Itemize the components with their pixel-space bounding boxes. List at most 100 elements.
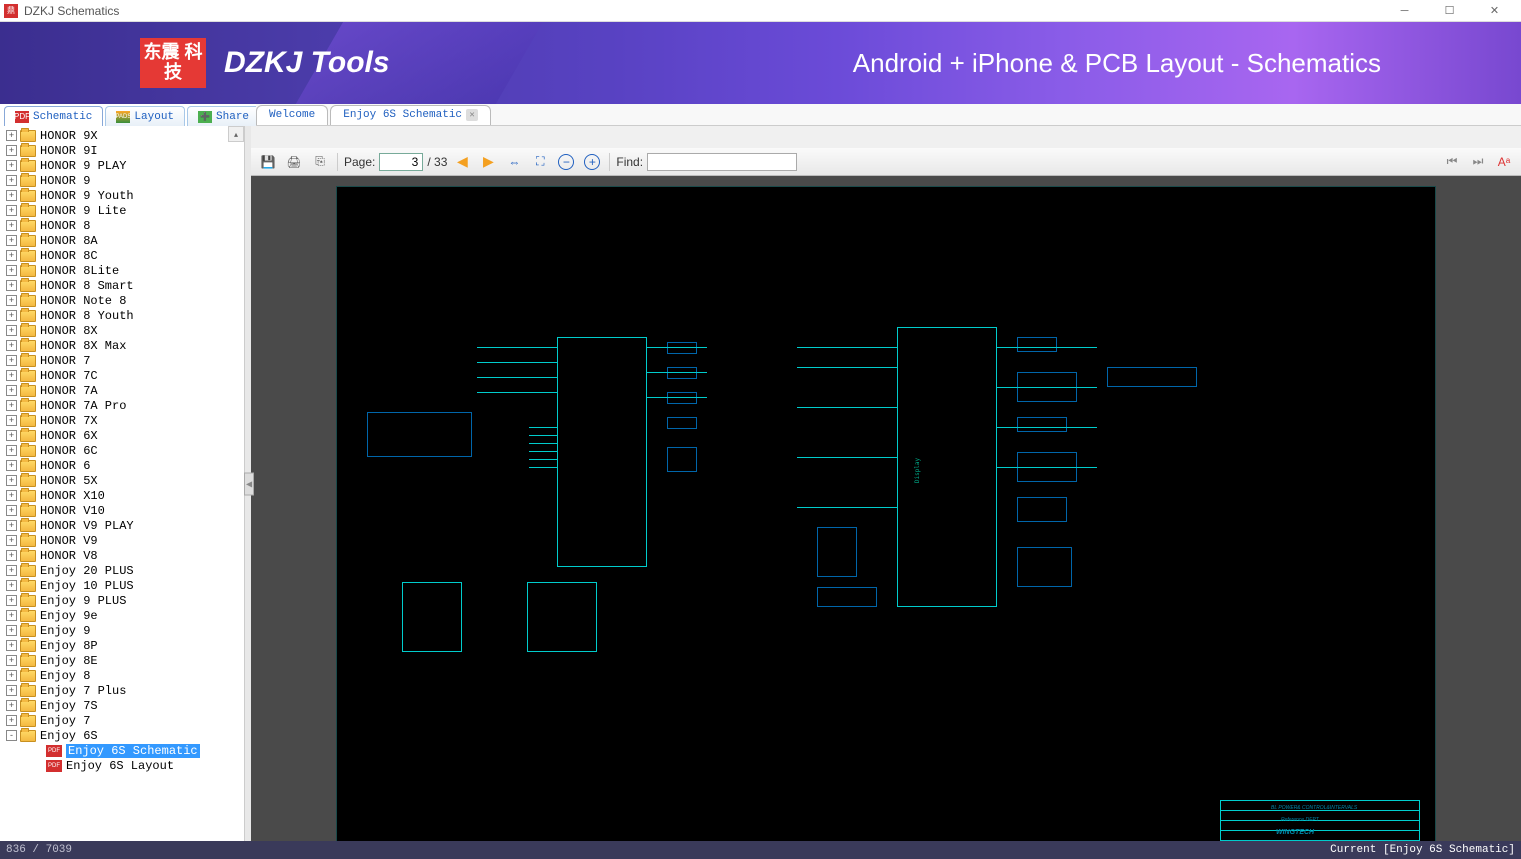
- tree-item[interactable]: +HONOR 8 Smart: [0, 278, 244, 293]
- tree-item[interactable]: +HONOR V10: [0, 503, 244, 518]
- zoom-out-button[interactable]: −: [555, 151, 577, 173]
- expand-icon[interactable]: +: [6, 280, 17, 291]
- expand-icon[interactable]: +: [6, 700, 17, 711]
- tree-item[interactable]: +HONOR 6C: [0, 443, 244, 458]
- tree-item[interactable]: +Enjoy 9: [0, 623, 244, 638]
- tree-item[interactable]: +HONOR 9 Youth: [0, 188, 244, 203]
- tree-item[interactable]: +HONOR V8: [0, 548, 244, 563]
- tab-layout[interactable]: PADS Layout: [105, 106, 185, 126]
- expand-icon[interactable]: +: [6, 205, 17, 216]
- tree-item[interactable]: +Enjoy 7: [0, 713, 244, 728]
- expand-icon[interactable]: +: [6, 250, 17, 261]
- expand-icon[interactable]: +: [6, 550, 17, 561]
- tree-item[interactable]: +HONOR 8X: [0, 323, 244, 338]
- splitter[interactable]: [245, 126, 251, 841]
- expand-icon[interactable]: +: [6, 145, 17, 156]
- schematic-canvas[interactable]: Display: [251, 176, 1521, 841]
- tree-item[interactable]: +HONOR 7A Pro: [0, 398, 244, 413]
- expand-icon[interactable]: +: [6, 130, 17, 141]
- expand-icon[interactable]: +: [6, 490, 17, 501]
- expand-icon[interactable]: +: [6, 175, 17, 186]
- print-button[interactable]: 🖨: [283, 151, 305, 173]
- expand-icon[interactable]: -: [6, 730, 17, 741]
- expand-icon[interactable]: +: [6, 610, 17, 621]
- tree-item[interactable]: +HONOR 9: [0, 173, 244, 188]
- tree-item[interactable]: +HONOR 8C: [0, 248, 244, 263]
- tree-item[interactable]: +HONOR 6X: [0, 428, 244, 443]
- tree-item[interactable]: -Enjoy 6S: [0, 728, 244, 743]
- expand-icon[interactable]: +: [6, 460, 17, 471]
- save-button[interactable]: 💾: [257, 151, 279, 173]
- doc-tab-schematic[interactable]: Enjoy 6S Schematic ✕: [330, 105, 491, 125]
- expand-icon[interactable]: +: [6, 640, 17, 651]
- tree-item[interactable]: +HONOR 5X: [0, 473, 244, 488]
- tree-item[interactable]: +Enjoy 10 PLUS: [0, 578, 244, 593]
- fit-width-button[interactable]: ⇔: [503, 151, 525, 173]
- expand-icon[interactable]: +: [6, 265, 17, 276]
- maximize-button[interactable]: ☐: [1427, 0, 1472, 22]
- expand-icon[interactable]: +: [6, 220, 17, 231]
- expand-icon[interactable]: +: [6, 520, 17, 531]
- expand-icon[interactable]: +: [6, 235, 17, 246]
- expand-icon[interactable]: +: [6, 325, 17, 336]
- tree-item[interactable]: PDFEnjoy 6S Schematic: [0, 743, 244, 758]
- tree-item[interactable]: +HONOR 7: [0, 353, 244, 368]
- tree-item[interactable]: +HONOR 7X: [0, 413, 244, 428]
- page-input[interactable]: [379, 153, 423, 171]
- expand-icon[interactable]: +: [6, 385, 17, 396]
- tree-item[interactable]: +Enjoy 8: [0, 668, 244, 683]
- expand-icon[interactable]: +: [6, 715, 17, 726]
- tab-schematic[interactable]: PDF Schematic: [4, 106, 103, 126]
- expand-icon[interactable]: +: [6, 160, 17, 171]
- zoom-in-button[interactable]: +: [581, 151, 603, 173]
- tree-item[interactable]: +HONOR 8 Youth: [0, 308, 244, 323]
- tree-item[interactable]: +Enjoy 7S: [0, 698, 244, 713]
- tree-item[interactable]: +HONOR 8Lite: [0, 263, 244, 278]
- doc-tab-welcome[interactable]: Welcome: [256, 105, 328, 125]
- tree-item[interactable]: +HONOR 9 PLAY: [0, 158, 244, 173]
- minimize-button[interactable]: ─: [1382, 0, 1427, 22]
- tree-item[interactable]: +HONOR X10: [0, 488, 244, 503]
- tree-item[interactable]: +HONOR V9 PLAY: [0, 518, 244, 533]
- copy-button[interactable]: ⎘: [309, 151, 331, 173]
- expand-icon[interactable]: +: [6, 445, 17, 456]
- tree-item[interactable]: +HONOR Note 8: [0, 293, 244, 308]
- expand-icon[interactable]: +: [6, 310, 17, 321]
- expand-icon[interactable]: +: [6, 295, 17, 306]
- tree-item[interactable]: +Enjoy 8E: [0, 653, 244, 668]
- tree-item[interactable]: +HONOR 8A: [0, 233, 244, 248]
- expand-icon[interactable]: +: [6, 580, 17, 591]
- tree-item[interactable]: +HONOR 8X Max: [0, 338, 244, 353]
- find-input[interactable]: [647, 153, 797, 171]
- fit-page-button[interactable]: ⛶: [529, 151, 551, 173]
- tree-item[interactable]: +HONOR 9I: [0, 143, 244, 158]
- expand-icon[interactable]: +: [6, 355, 17, 366]
- expand-icon[interactable]: +: [6, 475, 17, 486]
- tree-item[interactable]: +HONOR 8: [0, 218, 244, 233]
- expand-icon[interactable]: +: [6, 505, 17, 516]
- expand-icon[interactable]: +: [6, 670, 17, 681]
- tab-share[interactable]: ➕ Share: [187, 106, 260, 126]
- tree-item[interactable]: +HONOR 7A: [0, 383, 244, 398]
- expand-icon[interactable]: +: [6, 625, 17, 636]
- close-button[interactable]: ✕: [1472, 0, 1517, 22]
- expand-icon[interactable]: +: [6, 340, 17, 351]
- expand-icon[interactable]: +: [6, 655, 17, 666]
- expand-icon[interactable]: +: [6, 415, 17, 426]
- expand-icon[interactable]: +: [6, 685, 17, 696]
- text-size-button[interactable]: Aᵃ: [1493, 151, 1515, 173]
- tree-item[interactable]: +Enjoy 8P: [0, 638, 244, 653]
- tree-item[interactable]: +Enjoy 7 Plus: [0, 683, 244, 698]
- expand-icon[interactable]: +: [6, 430, 17, 441]
- prev-page-button[interactable]: ◀: [451, 151, 473, 173]
- tree-item[interactable]: +HONOR 7C: [0, 368, 244, 383]
- expand-icon[interactable]: +: [6, 370, 17, 381]
- next-page-button[interactable]: ▶: [477, 151, 499, 173]
- find-next-button[interactable]: ⏭: [1467, 151, 1489, 173]
- tree-item[interactable]: +HONOR V9: [0, 533, 244, 548]
- tree-item[interactable]: +HONOR 9 Lite: [0, 203, 244, 218]
- tree-item[interactable]: +Enjoy 9 PLUS: [0, 593, 244, 608]
- sidebar[interactable]: ▴ +HONOR 9X+HONOR 9I+HONOR 9 PLAY+HONOR …: [0, 126, 245, 841]
- expand-icon[interactable]: +: [6, 595, 17, 606]
- tree-item[interactable]: PDFEnjoy 6S Layout: [0, 758, 244, 773]
